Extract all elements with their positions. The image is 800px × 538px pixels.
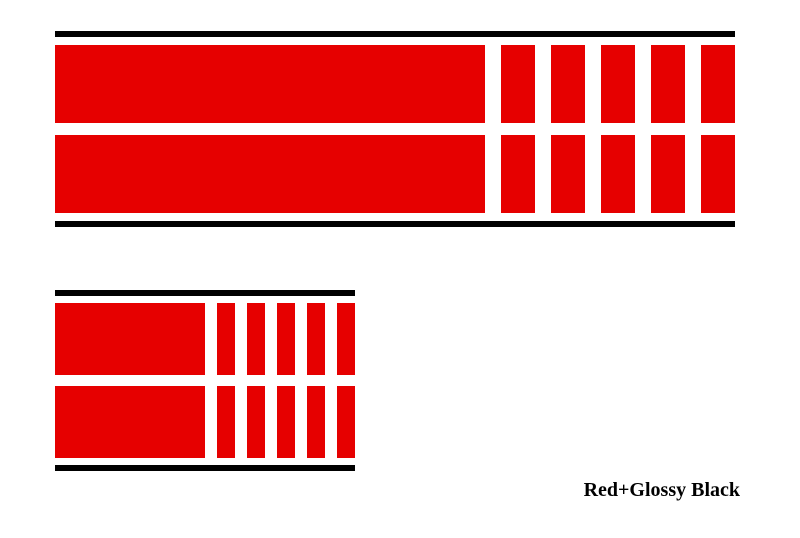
stripe-segment xyxy=(307,386,325,458)
stripe-solid xyxy=(55,303,205,375)
stripe-segment xyxy=(217,303,235,375)
stripe-solid xyxy=(55,135,485,213)
red-stripe-lower xyxy=(55,135,735,213)
stripe-segment xyxy=(601,135,635,213)
red-stripe-upper xyxy=(55,303,355,375)
stripe-segment xyxy=(307,303,325,375)
stripe-segment xyxy=(247,386,265,458)
stripe-solid xyxy=(55,45,485,123)
stripe-segment xyxy=(651,45,685,123)
large-stripe-set xyxy=(55,31,735,227)
stripe-segment xyxy=(247,303,265,375)
accent-line-top xyxy=(55,31,735,37)
stripe-segment xyxy=(701,45,735,123)
stripe-segment xyxy=(601,45,635,123)
small-stripe-set xyxy=(55,290,355,471)
red-stripe-upper xyxy=(55,45,735,123)
stripe-segment xyxy=(277,303,295,375)
accent-line-bottom xyxy=(55,221,735,227)
stripe-segment xyxy=(501,135,535,213)
stripe-segment xyxy=(651,135,685,213)
stripe-segment xyxy=(501,45,535,123)
stripe-segment xyxy=(277,386,295,458)
stripe-segment xyxy=(337,386,355,458)
stripe-segment xyxy=(701,135,735,213)
stripe-segment xyxy=(337,303,355,375)
stripe-solid xyxy=(55,386,205,458)
color-caption: Red+Glossy Black xyxy=(584,479,740,502)
accent-line-top xyxy=(55,290,355,296)
accent-line-bottom xyxy=(55,465,355,471)
stripe-segment xyxy=(551,135,585,213)
red-stripe-lower xyxy=(55,386,355,458)
stripe-segment xyxy=(551,45,585,123)
stripe-segment xyxy=(217,386,235,458)
